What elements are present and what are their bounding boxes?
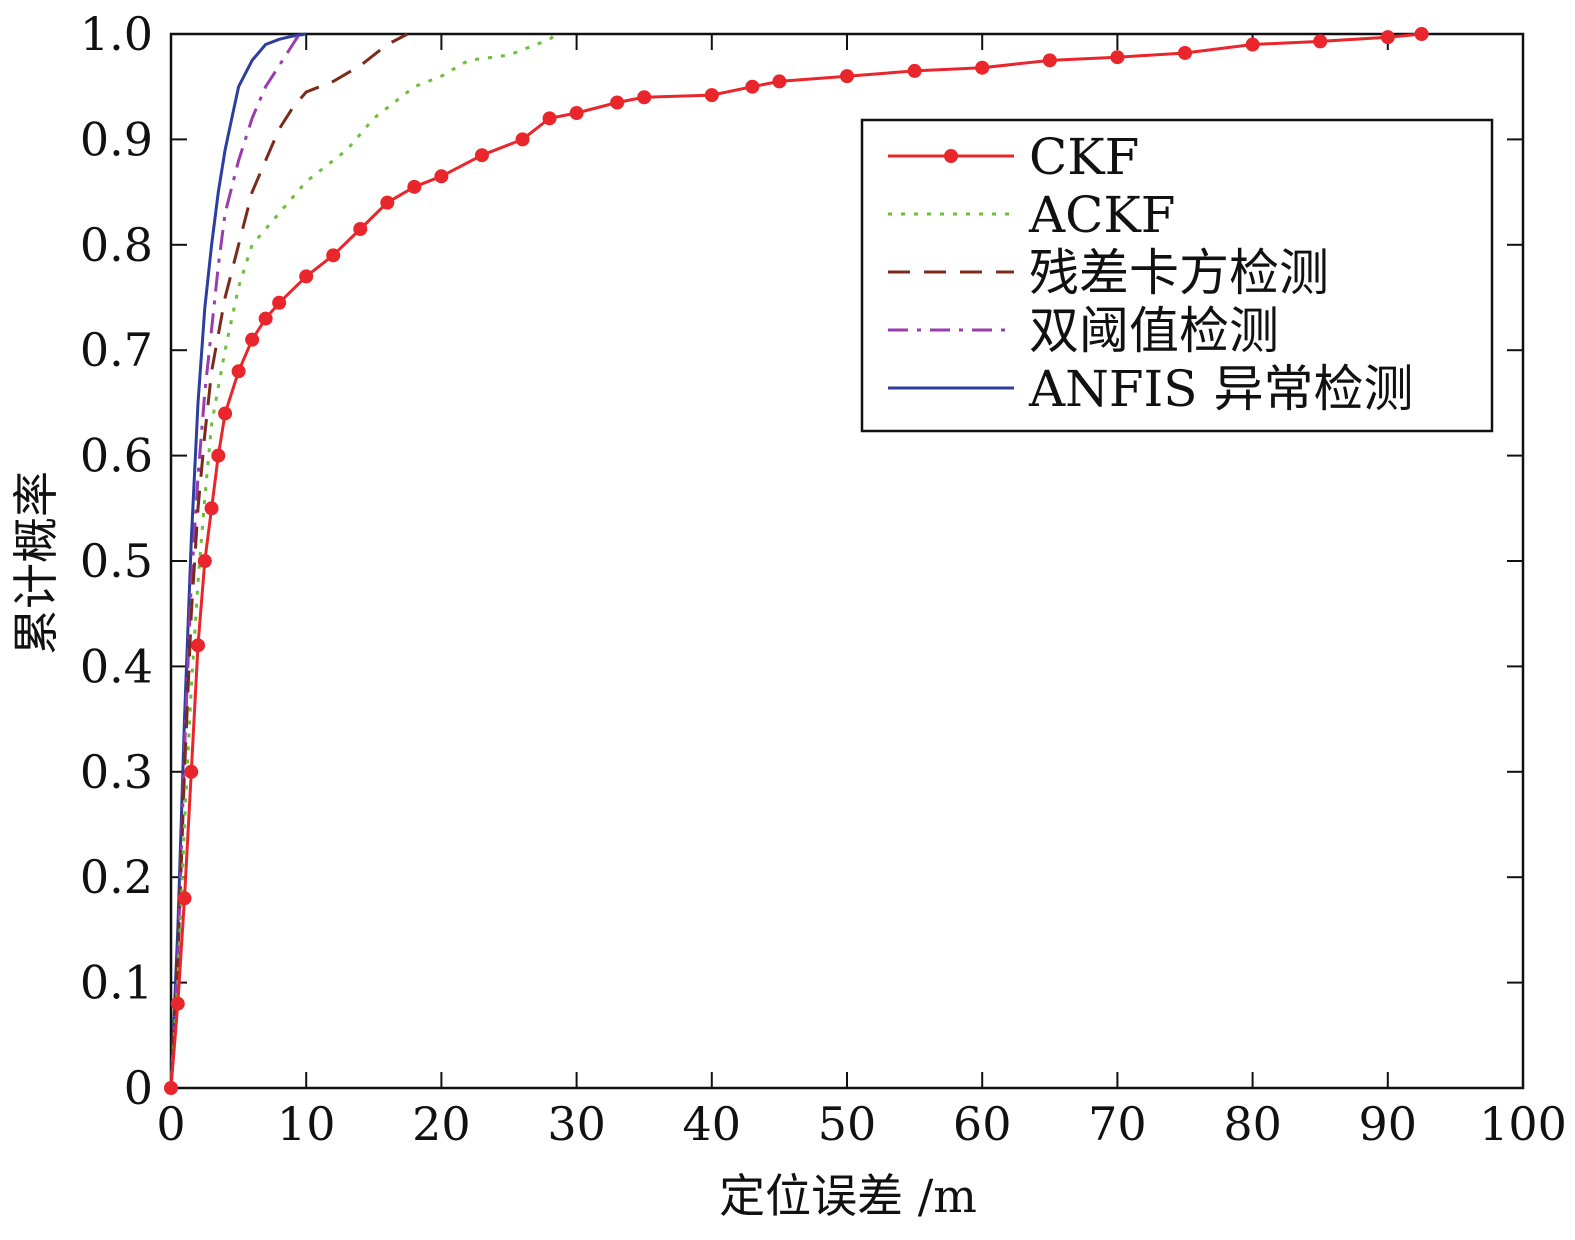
x-tick-label: 90 bbox=[1359, 1097, 1418, 1151]
series-line-3 bbox=[169, 33, 301, 1089]
series-line-2 bbox=[169, 32, 409, 1089]
ckf-data-point bbox=[177, 891, 192, 906]
ckf-data-point bbox=[211, 448, 226, 463]
ckf-data-point bbox=[197, 554, 212, 568]
y-tick-label: 0.4 bbox=[80, 639, 153, 693]
legend-label: 双阈值检测 bbox=[1029, 302, 1279, 360]
ckf-data-point bbox=[474, 148, 489, 163]
ckf-data-point bbox=[164, 1081, 178, 1095]
ckf-data-point bbox=[1110, 50, 1125, 65]
ckf-data-point bbox=[1042, 53, 1057, 68]
legend-label: 残差卡方检测 bbox=[1029, 244, 1329, 302]
ckf-data-point bbox=[610, 95, 625, 110]
series-line-0 bbox=[169, 32, 1422, 1089]
ckf-data-point bbox=[637, 90, 652, 105]
legend-label: CKF bbox=[1029, 128, 1139, 186]
x-tick-label: 10 bbox=[277, 1097, 336, 1151]
ckf-data-point bbox=[1380, 30, 1395, 45]
ckf-data-point bbox=[353, 221, 368, 236]
x-tick-label: 80 bbox=[1223, 1097, 1282, 1151]
ckf-data-point bbox=[569, 106, 584, 121]
x-tick-label: 30 bbox=[547, 1097, 606, 1151]
x-tick-label: 60 bbox=[953, 1097, 1012, 1151]
y-tick-label: 0.5 bbox=[80, 534, 153, 588]
series-line-4 bbox=[169, 32, 307, 1089]
ckf-data-point bbox=[407, 179, 422, 194]
x-tick-label: 40 bbox=[683, 1097, 742, 1151]
legend-marker bbox=[944, 149, 958, 163]
x-tick-label: 100 bbox=[1479, 1097, 1567, 1151]
ckf-data-point bbox=[170, 996, 185, 1011]
ckf-data-point bbox=[218, 406, 233, 421]
y-tick-label: 1.0 bbox=[80, 7, 153, 61]
ckf-data-point bbox=[245, 332, 260, 347]
legend-label: ANFIS 异常检测 bbox=[1028, 360, 1413, 418]
series-line-1 bbox=[169, 32, 558, 1089]
ckf-data-point bbox=[204, 501, 219, 516]
ckf-data-point bbox=[299, 269, 314, 284]
ckf-data-point bbox=[1313, 34, 1328, 49]
x-tick-label: 70 bbox=[1088, 1097, 1147, 1151]
y-tick-label: 0.2 bbox=[80, 850, 153, 904]
y-tick-label: 0.8 bbox=[80, 218, 153, 272]
x-tick-label: 50 bbox=[818, 1097, 877, 1151]
y-tick-label: 0.1 bbox=[80, 956, 153, 1010]
ckf-data-point bbox=[191, 638, 206, 653]
ckf-data-point bbox=[258, 311, 273, 326]
ckf-data-point bbox=[184, 764, 199, 779]
ckf-data-point bbox=[1245, 37, 1260, 52]
legend-label: ACKF bbox=[1028, 186, 1175, 244]
ckf-data-point bbox=[704, 88, 719, 103]
ckf-data-point bbox=[975, 60, 990, 75]
ckf-data-point bbox=[515, 132, 530, 147]
ckf-data-point bbox=[1414, 27, 1429, 41]
ckf-data-point bbox=[542, 111, 557, 126]
y-tick-label: 0 bbox=[124, 1061, 153, 1115]
ckf-data-point bbox=[772, 74, 787, 89]
ckf-data-point bbox=[1178, 45, 1192, 60]
ckf-data-point bbox=[326, 248, 341, 263]
ckf-data-point bbox=[840, 69, 854, 84]
ckf-data-point bbox=[434, 169, 449, 184]
ckf-data-point bbox=[380, 195, 395, 210]
y-tick-label: 0.3 bbox=[80, 745, 153, 799]
y-tick-label: 0.7 bbox=[80, 323, 153, 377]
ckf-data-point bbox=[745, 79, 760, 94]
ckf-data-point bbox=[231, 364, 246, 379]
x-tick-label: 0 bbox=[156, 1097, 185, 1151]
series-layer bbox=[164, 27, 1429, 1095]
ckf-data-point bbox=[907, 63, 922, 78]
y-axis: 0 0.1 0.2 0.3 0.4 0.5 0.6 0.7 0.8 0.9 1.0 bbox=[80, 7, 1523, 1115]
legend-box bbox=[860, 118, 1494, 433]
x-tick-label: 20 bbox=[412, 1097, 471, 1151]
y-axis-label: 累计概率 bbox=[9, 471, 63, 655]
y-tick-label: 0.6 bbox=[80, 429, 153, 483]
y-tick-label: 0.9 bbox=[80, 112, 153, 166]
ckf-data-point bbox=[272, 295, 287, 310]
x-axis: 0 10 20 30 40 50 60 70 80 90 100 bbox=[156, 34, 1567, 1151]
x-axis-label: 定位误差 /m bbox=[719, 1169, 977, 1223]
